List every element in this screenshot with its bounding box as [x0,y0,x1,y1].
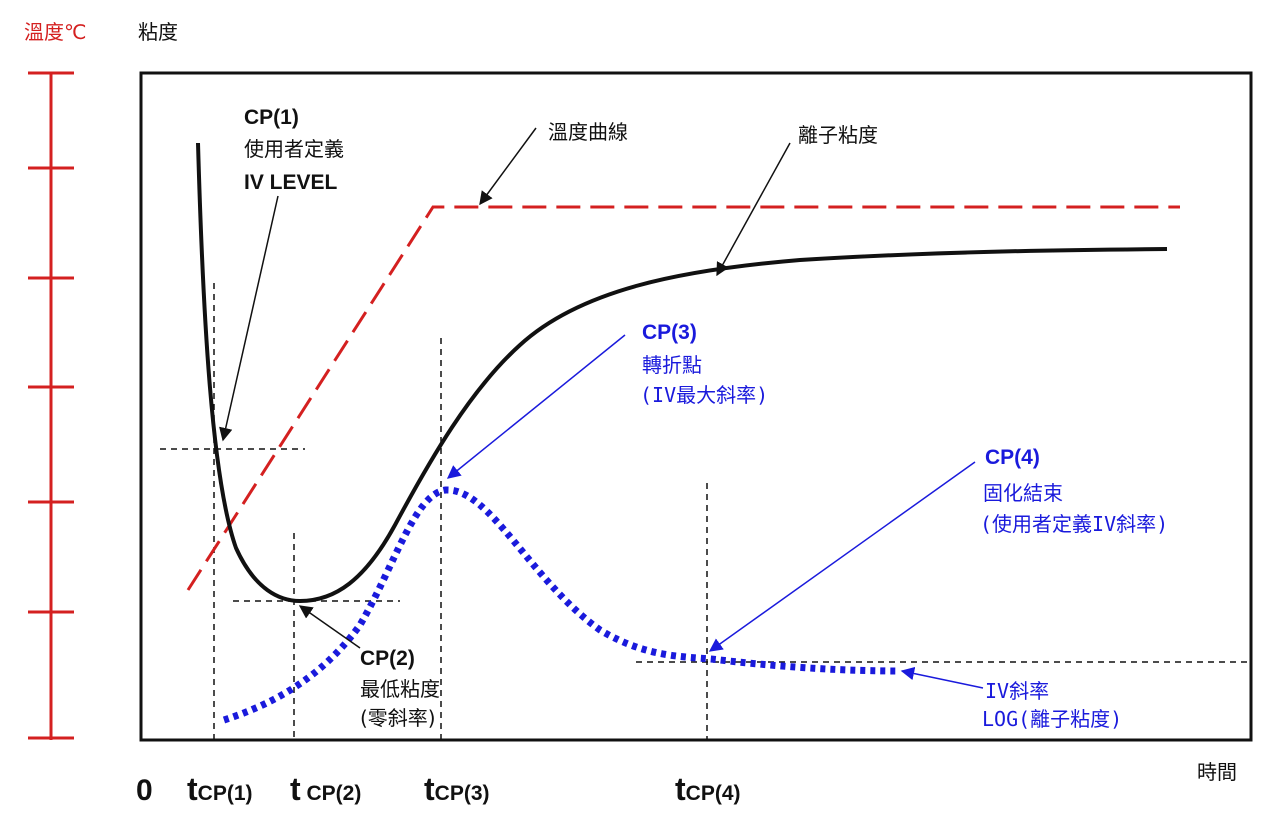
arrow-viscosity [716,142,791,277]
cp4-line2: (使用者定義IV斜率) [980,512,1168,536]
arrow-cp1 [219,195,279,442]
cp3-title: CP(3) [642,321,697,344]
viscosity-axis-label: 粘度 [138,20,178,44]
ion-viscosity-label: 離子粘度 [798,123,878,147]
cp4-title: CP(4) [985,446,1040,469]
ion-viscosity-curve [196,142,1168,604]
cp4-line1: 固化結束 [983,481,1063,505]
arrow-cp4 [708,461,976,652]
time-axis-label: 時間 [1197,760,1237,784]
cp2-title: CP(2) [360,647,415,670]
temperature-axis-label: 溫度℃ [24,20,86,44]
temperature-curve-label: 溫度曲線 [548,120,628,144]
guide-lines [160,283,1251,740]
cp1-line1: 使用者定義 [244,137,344,161]
x-tick-cp2: t CP(2) [290,771,361,807]
iv-slope-line2: LOG(離子粘度) [982,707,1122,731]
iv-slope-line1: IV斜率 [985,679,1049,703]
cp2-line1: 最低粘度 [360,677,440,701]
cp3-line1: 轉折點 [642,353,702,377]
x-tick-cp3: tCP(3) [424,771,490,807]
cp2-line2: (零斜率) [360,706,436,730]
temperature-curve [186,205,1180,591]
plot-frame [139,71,1253,742]
arrow-temperature [479,127,537,206]
arrow-iv-slope [900,666,984,689]
iv-slope-curve [222,486,901,724]
x-origin-label: 0 [136,774,153,807]
cp1-title: CP(1) [244,106,299,129]
cp3-line2: (IV最大斜率) [640,383,768,407]
cp1-line2: IV LEVEL [244,171,338,194]
x-tick-cp4: tCP(4) [675,771,741,807]
arrow-cp3 [446,334,626,479]
temperature-ruler [28,71,74,740]
x-tick-cp1: tCP(1) [187,771,253,807]
arrow-cp2 [298,605,361,649]
